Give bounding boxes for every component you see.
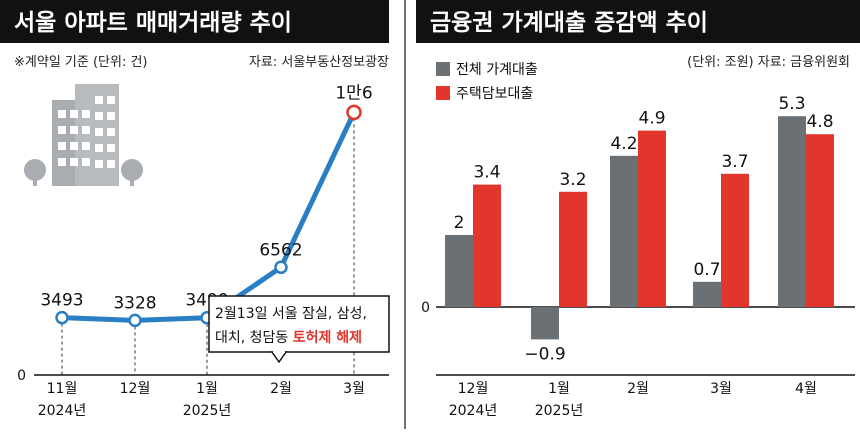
line-value-label-1: 3328	[113, 293, 156, 313]
bar-label-s1-1: 3.2	[559, 170, 586, 190]
bars	[445, 116, 834, 340]
annotation-line-1: 2월13일 서울 잠실, 삼성,	[215, 306, 367, 322]
apartment-building-icon	[24, 84, 143, 186]
left-zero-label: 0	[17, 368, 26, 384]
bar-s1-1	[559, 191, 587, 307]
bar-s1-2	[638, 130, 666, 307]
bar-s1-4	[806, 134, 834, 307]
annotation-callout: 2월13일 서울 잠실, 삼성, 대치, 청담동 토허제 해제	[208, 295, 390, 364]
bar-s0-2	[610, 155, 638, 307]
bar-label-s0-0: 2	[454, 213, 465, 233]
legend: 전체 가계대출 주택담보대출	[436, 62, 538, 102]
left-panel: 서울 아파트 매매거래량 추이 ※계약일 기준 (단위: 건) 자료: 서울부동…	[0, 0, 390, 419]
left-source-note: 자료: 서울부동산정보광장	[249, 55, 389, 70]
left-x-tick-2: 1월	[196, 381, 218, 397]
bar-s0-3	[693, 281, 721, 307]
line-point-1	[128, 313, 142, 328]
left-title: 서울 아파트 매매거래량 추이	[14, 10, 292, 36]
right-year-label-1: 2025년	[535, 403, 584, 419]
bar-s1-0	[473, 184, 501, 307]
left-x-tick-labels: 11월 2024년 12월 1월 2025년 2월 3월	[38, 381, 365, 419]
line-value-label-0: 3493	[40, 291, 83, 311]
line-point-0	[55, 310, 69, 325]
right-panel: 금융권 가계대출 증감액 추이 (단위: 조원) 자료: 금융위원회 전체 가계…	[404, 0, 860, 429]
left-unit-note: ※계약일 기준 (단위: 건)	[14, 55, 148, 70]
left-x-tick-3: 2월	[270, 381, 292, 397]
legend-swatch-mortgage	[436, 86, 450, 100]
bar-label-s1-3: 3.7	[721, 152, 748, 172]
left-year-label-0: 2024년	[38, 403, 87, 419]
right-x-tick-1: 1월	[548, 381, 570, 397]
bar-label-s1-4: 4.8	[806, 112, 833, 132]
right-x-tick-3: 3월	[710, 381, 732, 397]
left-x-tick-1: 12월	[120, 381, 151, 397]
right-x-tick-labels: 12월 2024년 1월 2025년 2월 3월 4월	[449, 381, 817, 419]
legend-label-mortgage: 주택담보대출	[456, 86, 533, 102]
bar-label-s1-0: 3.4	[473, 163, 500, 183]
bar-label-s1-2: 4.9	[638, 109, 665, 129]
right-title: 금융권 가계대출 증감액 추이	[430, 10, 708, 36]
bar-s0-4	[778, 116, 806, 307]
line-value-label-3: 6562	[259, 240, 302, 260]
line-value-label-4: 1만6	[335, 83, 372, 103]
right-source-note: (단위: 조원) 자료: 금융위원회	[687, 55, 850, 70]
bar-s1-3	[721, 173, 749, 307]
bar-label-s0-4: 5.3	[778, 94, 805, 114]
bar-value-labels: 2 −0.9 4.2 0.7 5.3 3.4 3.2 4.9 3.7 4.8	[454, 94, 834, 364]
left-x-tick-4: 3월	[343, 381, 365, 397]
right-x-tick-0: 12월	[458, 381, 489, 397]
right-x-tick-4: 4월	[795, 381, 817, 397]
right-year-label-0: 2024년	[449, 403, 498, 419]
line-point-4	[346, 104, 362, 121]
bar-s0-1	[531, 307, 559, 340]
legend-label-total: 전체 가계대출	[456, 62, 538, 78]
bar-label-s0-3: 0.7	[693, 260, 720, 280]
bar-label-s0-2: 4.2	[610, 134, 637, 154]
annotation-line-2: 대치, 청담동 토허제 해제	[215, 329, 362, 346]
left-title-bar	[0, 0, 389, 43]
left-year-label-2: 2025년	[183, 403, 232, 419]
bar-s0-0	[445, 235, 473, 307]
left-x-tick-0: 11월	[47, 381, 78, 397]
bar-label-s0-1: −0.9	[524, 344, 565, 364]
line-point-3	[274, 260, 288, 275]
right-title-bar	[416, 0, 860, 43]
right-zero-label: 0	[421, 300, 430, 316]
right-x-tick-2: 2월	[627, 381, 649, 397]
legend-swatch-total	[436, 62, 450, 76]
